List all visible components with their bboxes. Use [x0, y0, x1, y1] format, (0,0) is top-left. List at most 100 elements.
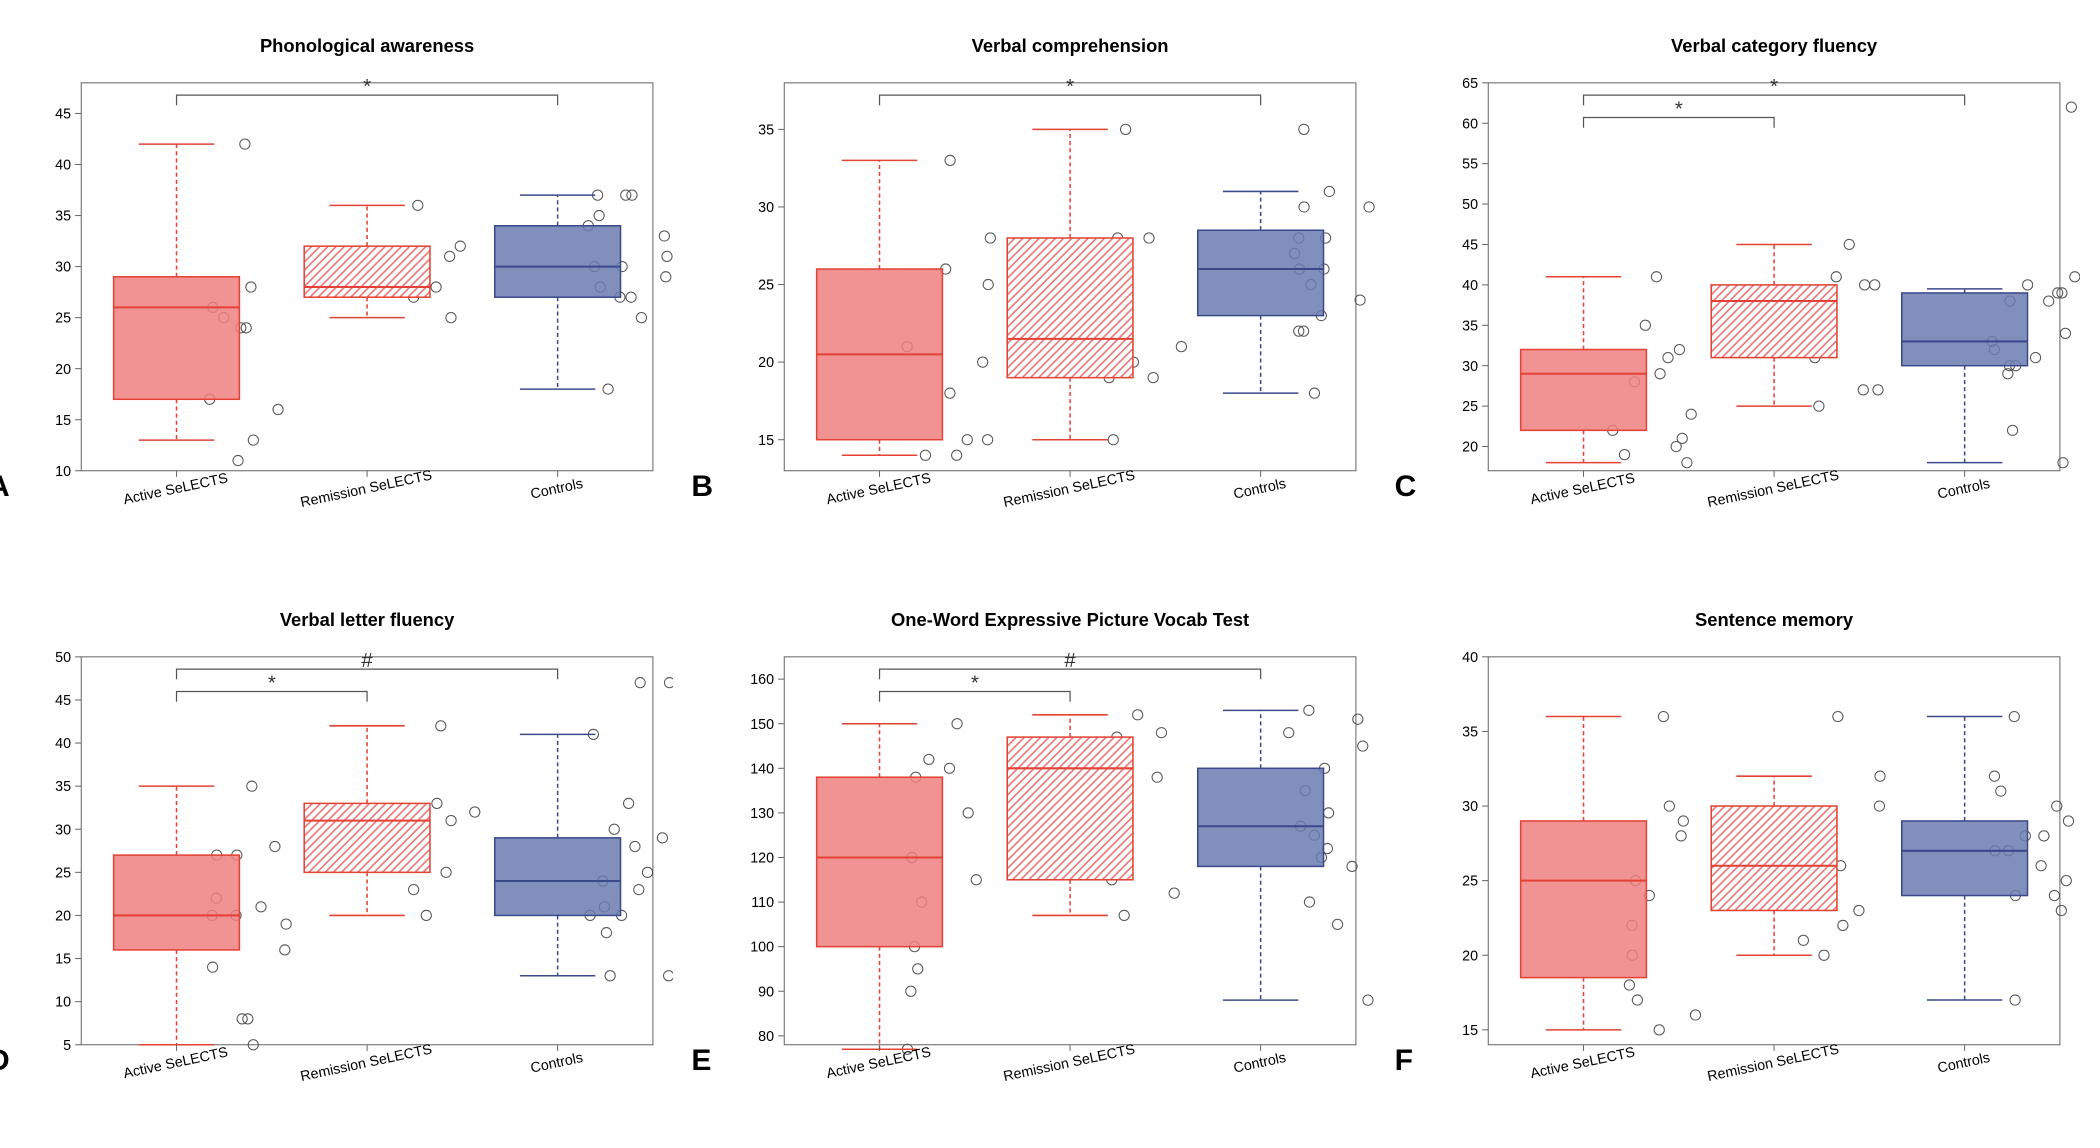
data-point [1798, 935, 1808, 945]
box-controls [1901, 293, 2027, 366]
data-point [1663, 353, 1673, 363]
box-remission [1711, 806, 1837, 910]
ytick-label: 160 [751, 672, 775, 688]
panel-B: B Verbal comprehension1520253035*Active … [723, 20, 1376, 554]
panel-E: E One-Word Expressive Picture Vocab Test… [723, 594, 1376, 1128]
ytick-label: 100 [751, 940, 775, 956]
data-point [2022, 280, 2032, 290]
ytick-label: 25 [1462, 874, 1478, 890]
ytick-label: 45 [55, 693, 71, 709]
ytick-label: 110 [752, 895, 775, 911]
box-remission [1008, 238, 1134, 378]
box-remission [304, 246, 430, 297]
panel-title: Verbal comprehension [972, 35, 1169, 56]
data-point [636, 313, 646, 323]
data-point [246, 282, 256, 292]
data-point [2036, 861, 2046, 871]
sig-symbol: * [971, 673, 979, 695]
data-point [1353, 714, 1363, 724]
data-point [952, 450, 962, 460]
data-point [1655, 369, 1665, 379]
sig-symbol: * [1674, 99, 1682, 121]
data-point [971, 875, 981, 885]
x-category-label: Controls [1936, 1050, 1991, 1077]
box-remission [304, 803, 430, 872]
data-point [1875, 771, 1885, 781]
data-point [1624, 980, 1634, 990]
data-point [1325, 186, 1335, 196]
data-point [256, 902, 266, 912]
data-point [240, 139, 250, 149]
data-point [626, 292, 636, 302]
data-point [2038, 831, 2048, 841]
box-remission [1711, 285, 1837, 358]
data-point [243, 1014, 253, 1024]
data-point [436, 721, 446, 731]
data-point [986, 233, 996, 243]
data-point [431, 282, 441, 292]
data-point [247, 781, 257, 791]
data-point [1995, 786, 2005, 796]
sig-symbol: # [361, 650, 373, 672]
box-controls [1198, 768, 1324, 866]
data-point [1299, 124, 1309, 134]
data-point [1664, 801, 1674, 811]
data-point [921, 450, 931, 460]
data-point [1844, 239, 1854, 249]
data-point [1119, 910, 1129, 920]
ytick-label: 35 [55, 209, 71, 225]
data-point [2063, 816, 2073, 826]
ytick-label: 90 [758, 984, 774, 1000]
chart-grid: A Phonological awareness1015202530354045… [20, 20, 2080, 1128]
data-point [635, 678, 645, 688]
data-point [601, 928, 611, 938]
data-point [1853, 905, 1863, 915]
data-point [1310, 388, 1320, 398]
data-point [413, 200, 423, 210]
data-point [664, 971, 674, 981]
data-point [1874, 801, 1884, 811]
data-point [1632, 995, 1642, 1005]
ytick-label: 140 [751, 761, 775, 777]
x-category-label: Controls [1232, 476, 1287, 503]
data-point [270, 841, 280, 851]
data-point [2060, 328, 2070, 338]
ytick-label: 25 [55, 865, 71, 881]
data-point [662, 251, 672, 261]
ytick-label: 55 [1462, 157, 1478, 173]
ytick-label: 15 [55, 413, 71, 429]
panel-title: Phonological awareness [260, 35, 474, 56]
data-point [2009, 711, 2019, 721]
panel-letter: D [0, 1044, 10, 1078]
x-category-label: Remission SeLECTS [1706, 468, 1841, 512]
x-category-label: Remission SeLECTS [1002, 1042, 1137, 1086]
data-point [1619, 450, 1629, 460]
data-point [446, 313, 456, 323]
data-point [983, 435, 993, 445]
data-point [1148, 373, 1158, 383]
data-point [2056, 905, 2066, 915]
data-point [1831, 272, 1841, 282]
data-point [409, 884, 419, 894]
ytick-label: 30 [55, 822, 71, 838]
ytick-label: 35 [55, 779, 71, 795]
data-point [1678, 816, 1688, 826]
x-category-label: Remission SeLECTS [299, 1042, 434, 1086]
data-point [913, 964, 923, 974]
data-point [963, 435, 973, 445]
data-point [609, 824, 619, 834]
ytick-label: 20 [1462, 440, 1478, 456]
data-point [1133, 710, 1143, 720]
data-point [1121, 124, 1131, 134]
data-point [2069, 272, 2079, 282]
box-active [817, 777, 943, 946]
x-category-label: Active SeLECTS [122, 470, 229, 508]
data-point [1364, 202, 1374, 212]
ytick-label: 45 [55, 107, 71, 123]
panel-letter: E [691, 1044, 711, 1078]
box-controls [495, 226, 621, 297]
panel-letter: F [1395, 1044, 1413, 1078]
data-point [1859, 280, 1869, 290]
ytick-label: 15 [55, 952, 71, 968]
x-category-label: Controls [1232, 1050, 1287, 1077]
